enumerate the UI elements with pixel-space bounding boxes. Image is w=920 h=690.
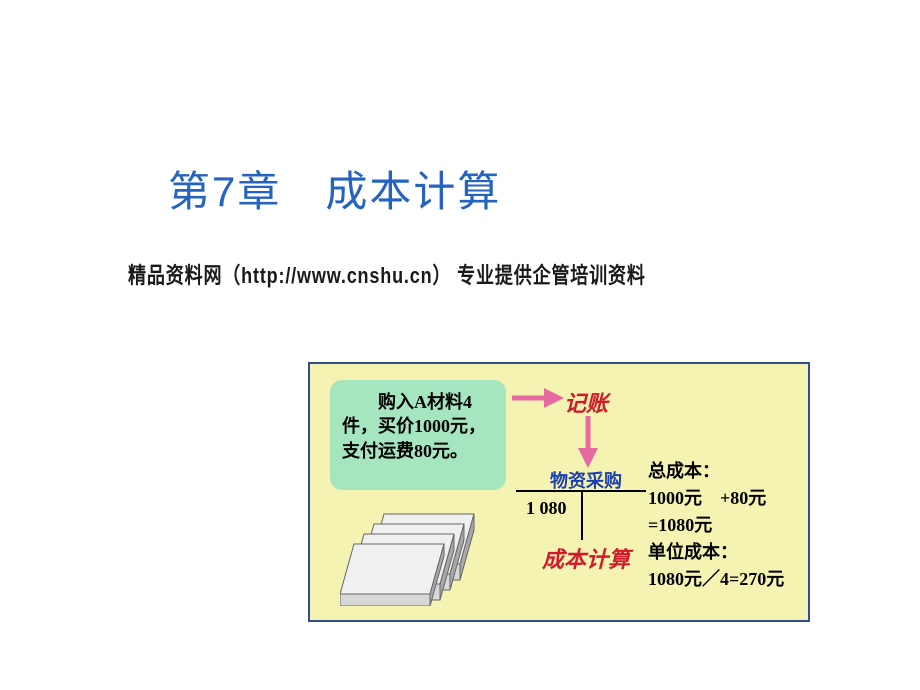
arrow-right-icon <box>510 386 566 410</box>
result-text: 总成本：1000元 +80元=1080元单位成本：1080元／4=270元 <box>648 458 806 593</box>
label-cost-calc: 成本计算 <box>542 542 630 574</box>
diagram-frame: 购入A材料4件，买价1000元，支付运费80元。 记账 物资采购 1 080 成… <box>308 362 810 622</box>
t-account-value: 1 080 <box>526 498 567 519</box>
chapter-title: 第7章 成本计算 <box>168 158 501 219</box>
arrow-down-icon <box>576 414 600 470</box>
source-subtitle: 精品资料网（http://www.cnshu.cn） 专业提供企管培训资料 <box>128 258 646 290</box>
scenario-box: 购入A材料4件，买价1000元，支付运费80元。 <box>330 380 506 490</box>
t-account: 1 080 <box>516 490 646 540</box>
materials-icon <box>340 506 490 606</box>
